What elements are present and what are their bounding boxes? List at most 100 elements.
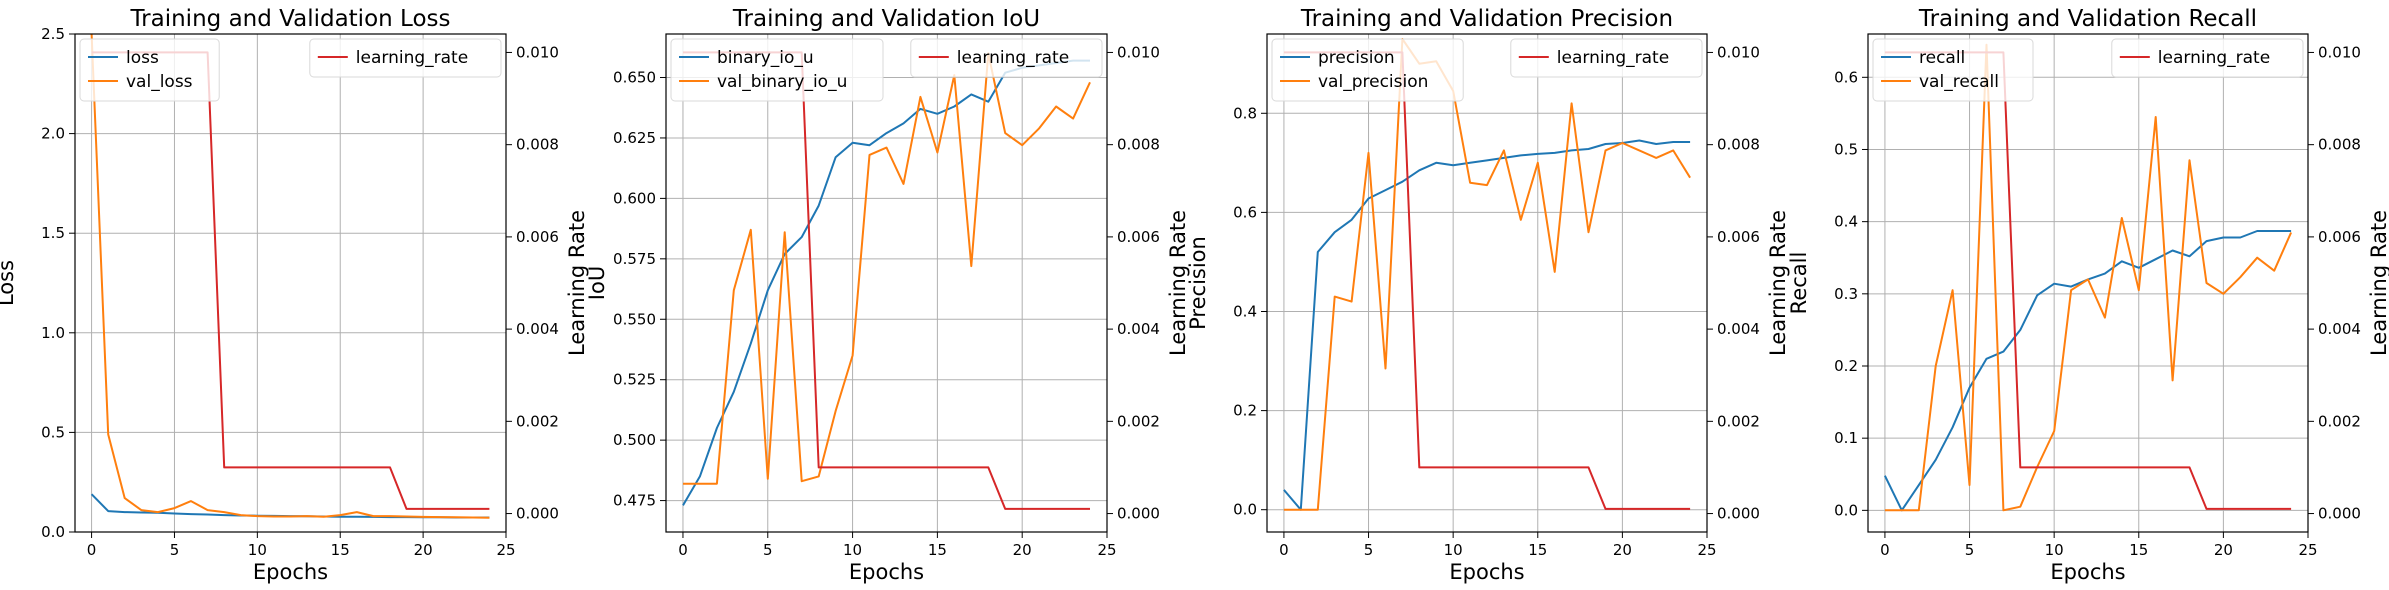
- recall-x-tick-label: 15: [2129, 541, 2148, 559]
- iou-chart-title: Training and Validation IoU: [732, 6, 1040, 32]
- precision-x-tick-label: 20: [1613, 541, 1632, 559]
- loss-y2-axis-label: Learning Rate: [565, 210, 589, 356]
- recall-axes-frame: [1867, 33, 2309, 533]
- loss-series-learning-rate: [91, 51, 490, 510]
- recall-y-tick-label: 0.4: [1834, 213, 1858, 231]
- iou-legend-entry: binary_io_u: [717, 48, 814, 68]
- recall-y2-tick-label: 0.000: [2318, 505, 2361, 523]
- precision-y-tick-label: 0.4: [1233, 302, 1257, 320]
- precision-y-tick-label: 0.0: [1233, 501, 1257, 519]
- iou-y2-tick-label: 0.004: [1117, 320, 1160, 338]
- iou-y-tick-label: 0.625: [613, 129, 656, 147]
- loss-y2-tick-label: 0.000: [516, 505, 559, 523]
- loss-x-tick-label: 0: [87, 541, 97, 559]
- recall-chart: 0 5 10 15 20 25 0.0 0.1 0.2 0.3 0.4 0.5 0.6 0.000 0.00…: [1787, 6, 2389, 584]
- recall-legend-entry: val_recall: [1919, 72, 1999, 92]
- iou-x-tick-label: 10: [843, 541, 862, 559]
- loss-axes-frame: [74, 33, 507, 533]
- loss-x-tick-label: 20: [414, 541, 433, 559]
- loss-y-tick-label: 0.0: [41, 523, 65, 541]
- iou-y2-tick-label: 0.008: [1117, 136, 1160, 154]
- recall-x-tick-label: 25: [2298, 541, 2317, 559]
- iou-legend-entry: learning_rate: [957, 48, 1069, 68]
- loss-x-axis-label: Epochs: [253, 560, 328, 584]
- iou-y-tick-label: 0.475: [613, 492, 656, 510]
- iou-series-binary-io-u: [682, 59, 1090, 506]
- precision-y2-axis-label: Learning Rate: [1766, 210, 1790, 356]
- iou-x-axis-label: Epochs: [849, 560, 924, 584]
- recall-legend-entry: recall: [1919, 48, 1965, 68]
- iou-y-tick-label: 0.525: [613, 371, 656, 389]
- precision-series-precision: [1283, 139, 1691, 511]
- loss-legend-entry: learning_rate: [356, 48, 468, 68]
- precision-series-val-precision: [1283, 38, 1691, 511]
- loss-y-tick-label: 1.5: [41, 224, 65, 242]
- iou-y2-tick-label: 0.000: [1117, 505, 1160, 523]
- loss-x-tick-label: 5: [170, 541, 180, 559]
- recall-legend-right: [2111, 38, 2304, 78]
- loss-y-axis-label: Loss: [0, 260, 18, 306]
- recall-x-tick-label: 10: [2045, 541, 2064, 559]
- precision-y2-tick-label: 0.002: [1717, 412, 1760, 430]
- recall-chart-title: Training and Validation Recall: [1918, 6, 2257, 32]
- precision-y-tick-label: 0.8: [1233, 104, 1257, 122]
- iou-axes-frame: [665, 33, 1108, 533]
- recall-y-tick-label: 0.2: [1834, 357, 1858, 375]
- loss-legend-left: [79, 38, 220, 102]
- iou-chart: 0 5 10 15 20 25 0.475 0.500 0.525 0.550 0.575 0.600…: [585, 6, 1190, 584]
- precision-legend-entry: learning_rate: [1557, 48, 1669, 68]
- iou-legend-right: [910, 38, 1103, 78]
- iou-x-tick-label: 0: [678, 541, 688, 559]
- recall-y2-tick-label: 0.006: [2318, 228, 2361, 246]
- precision-legend-entry: val_precision: [1318, 72, 1428, 92]
- recall-y2-tick-label: 0.004: [2318, 320, 2361, 338]
- iou-y-axis-label: IoU: [585, 266, 609, 300]
- precision-legend-left: [1271, 38, 1464, 102]
- recall-x-tick-label: 0: [1880, 541, 1890, 559]
- loss-series-loss: [90, 493, 490, 519]
- precision-chart-title: Training and Validation Precision: [1300, 6, 1673, 32]
- recall-x-axis-label: Epochs: [2050, 560, 2125, 584]
- precision-x-tick-label: 15: [1528, 541, 1547, 559]
- iou-y2-tick-label: 0.006: [1117, 228, 1160, 246]
- precision-y2-tick-label: 0.006: [1717, 228, 1760, 246]
- precision-x-tick-label: 0: [1279, 541, 1289, 559]
- precision-y2-tick-label: 0.004: [1717, 320, 1760, 338]
- loss-legend-entry: val_loss: [126, 72, 193, 92]
- iou-y-tick-label: 0.500: [613, 431, 656, 449]
- loss-series-val-loss: [90, 34, 490, 519]
- iou-x-tick-label: 15: [928, 541, 947, 559]
- recall-y-tick-label: 0.1: [1834, 429, 1858, 447]
- loss-y2-tick-label: 0.006: [516, 228, 559, 246]
- recall-y2-tick-label: 0.010: [2318, 43, 2361, 61]
- loss-x-tick-label: 25: [496, 541, 515, 559]
- iou-legend-left: [670, 38, 884, 102]
- loss-chart: 0 5 10 15 20 25 0.0 0.5 1.0 1.5 2.0 2.5 0.000 0.002 0.…: [0, 6, 589, 584]
- precision-y2-tick-label: 0.008: [1717, 136, 1760, 154]
- precision-x-tick-label: 5: [1364, 541, 1374, 559]
- loss-y2-tick-label: 0.008: [516, 136, 559, 154]
- loss-y2-tick-label: 0.004: [516, 320, 559, 338]
- iou-series-val-binary-io-u: [683, 52, 1091, 485]
- iou-y-tick-label: 0.600: [613, 189, 656, 207]
- precision-y2-tick-label: 0.000: [1717, 505, 1760, 523]
- loss-y-tick-label: 0.5: [41, 423, 65, 441]
- loss-y-tick-label: 2.0: [41, 125, 65, 143]
- loss-y2-tick-label: 0.002: [516, 412, 559, 430]
- loss-chart-title: Training and Validation Loss: [130, 6, 451, 32]
- iou-y-tick-label: 0.575: [613, 250, 656, 268]
- loss-legend-right: [309, 38, 502, 78]
- precision-y-axis-label: Precision: [1186, 236, 1210, 330]
- precision-y-tick-label: 0.6: [1233, 203, 1257, 221]
- loss-y-tick-label: 1.0: [41, 324, 65, 342]
- iou-x-tick-label: 25: [1097, 541, 1116, 559]
- iou-y-tick-label: 0.650: [613, 69, 656, 87]
- recall-legend-left: [1872, 38, 2034, 102]
- recall-x-tick-label: 5: [1965, 541, 1975, 559]
- recall-y-tick-label: 0.3: [1834, 285, 1858, 303]
- iou-y2-axis-label: Learning Rate: [1166, 210, 1190, 356]
- iou-x-tick-label: 5: [763, 541, 773, 559]
- precision-y-tick-label: 0.2: [1233, 402, 1257, 420]
- precision-y2-tick-label: 0.010: [1717, 43, 1760, 61]
